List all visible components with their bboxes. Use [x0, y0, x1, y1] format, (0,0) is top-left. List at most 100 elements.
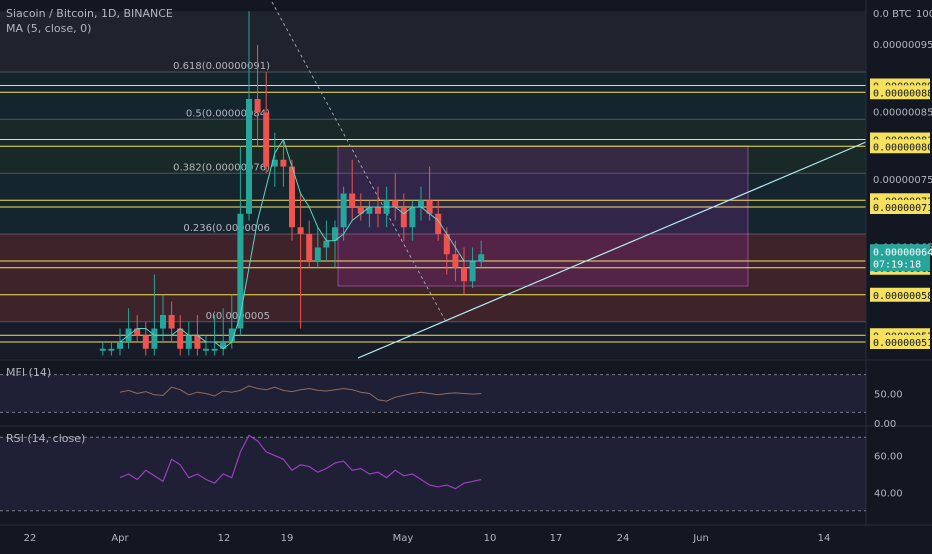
candle-body — [400, 207, 407, 228]
candle-body — [134, 328, 141, 336]
fib-level-label: 0.5(0.00000084) — [186, 108, 270, 119]
candle-body — [289, 166, 295, 228]
candle — [237, 146, 244, 336]
mfi-axis-label: 50.00 — [874, 390, 903, 401]
candle — [426, 166, 433, 221]
candle-body — [211, 348, 218, 351]
candle-body — [435, 213, 442, 234]
mfi-band — [0, 374, 866, 413]
candle-body — [185, 335, 192, 349]
candle — [211, 315, 218, 356]
candle — [306, 220, 313, 268]
countdown-label: 07:19:18 — [873, 259, 921, 270]
time-axis-label: 10 — [484, 533, 497, 544]
range-box — [337, 145, 749, 287]
time-axis-label: May — [393, 533, 414, 544]
fib-zone — [0, 72, 866, 120]
current-price-tag — [870, 244, 930, 272]
price-axis-label: 0.00000085 — [873, 108, 932, 119]
candle — [478, 240, 485, 268]
price-tag-label: 0.00000071 — [873, 203, 932, 214]
candle-body — [168, 315, 175, 329]
fib-diagonal-line — [271, 1, 446, 321]
candle-body — [99, 348, 106, 351]
candle-body — [194, 335, 201, 349]
candle — [151, 274, 158, 356]
ma-line — [119, 138, 482, 350]
candle-body — [314, 247, 321, 261]
candle-body — [142, 335, 149, 349]
candle-body — [375, 207, 381, 214]
fib-zone — [0, 234, 866, 322]
candle-body — [332, 227, 338, 241]
fib-level-label: 0.382(0.00000076) — [173, 162, 270, 173]
candle — [246, 11, 252, 221]
price-tag — [870, 85, 930, 100]
candle-body — [177, 328, 184, 349]
candle-body — [263, 112, 270, 167]
price-axis-top-suffix: 100 — [916, 9, 932, 20]
candle — [280, 139, 287, 187]
candle-body — [246, 99, 252, 214]
candle — [203, 335, 209, 356]
time-axis-label: Apr — [111, 533, 129, 544]
candle-body — [469, 261, 476, 282]
price-tag — [870, 200, 930, 214]
candle — [254, 45, 261, 147]
candle-body — [452, 254, 459, 268]
candle-body — [366, 207, 373, 214]
price-axis-label: 0.00000095 — [873, 40, 932, 51]
time-axis-label: 12 — [218, 533, 231, 544]
chart-legend: Siacoin / Bitcoin, 1D, BINANCE MA (5, cl… — [6, 6, 173, 36]
mfi-line — [119, 385, 482, 402]
candle — [443, 227, 450, 275]
candle — [271, 132, 278, 187]
candle-body — [297, 227, 304, 234]
candle — [461, 247, 467, 295]
price-tag-label: 0.00000051 — [873, 338, 932, 349]
candle — [142, 321, 149, 356]
price-tag — [870, 139, 930, 154]
candle — [220, 308, 227, 356]
candle-body — [108, 348, 115, 351]
candle — [228, 294, 235, 349]
candle — [392, 173, 399, 221]
mfi-axis-label: 0.00 — [874, 419, 896, 430]
candle — [177, 315, 184, 356]
mfi-legend[interactable]: MFI (14) — [6, 366, 52, 379]
candle-body — [409, 207, 416, 228]
candle — [160, 294, 166, 342]
rsi-axis-label: 60.00 — [874, 452, 903, 463]
ma-legend[interactable]: MA (5, close, 0) — [6, 22, 92, 35]
candle-body — [271, 159, 278, 167]
candle-body — [392, 200, 399, 207]
candle-body — [461, 267, 467, 282]
symbol-title[interactable]: Siacoin / Bitcoin, 1D, BINANCE — [6, 7, 173, 20]
candle — [349, 159, 356, 221]
candle — [340, 186, 347, 241]
candle-body — [117, 342, 123, 349]
time-axis-label: 22 — [24, 533, 37, 544]
rsi-legend[interactable]: RSI (14, close) — [6, 432, 86, 445]
rsi-band — [0, 437, 866, 511]
candle — [400, 193, 407, 241]
candle-body — [426, 200, 433, 214]
price-tag-label: 0.00000058 — [873, 291, 932, 302]
rsi-axis-label: 40.00 — [874, 488, 903, 499]
candle — [297, 193, 304, 329]
candle — [418, 186, 424, 221]
rsi-line — [119, 434, 482, 490]
candle-body — [280, 159, 287, 167]
candle-body — [203, 348, 209, 351]
price-tag — [870, 335, 930, 349]
candle-body — [306, 234, 313, 261]
candle-body — [418, 200, 424, 207]
time-axis-label: 19 — [281, 533, 294, 544]
candle — [357, 193, 364, 221]
price-axis-top-label: 0.0 BTC — [873, 9, 911, 20]
candle — [108, 342, 115, 356]
candle — [263, 72, 270, 174]
time-axis-label: 24 — [617, 533, 630, 544]
candle — [332, 220, 338, 268]
